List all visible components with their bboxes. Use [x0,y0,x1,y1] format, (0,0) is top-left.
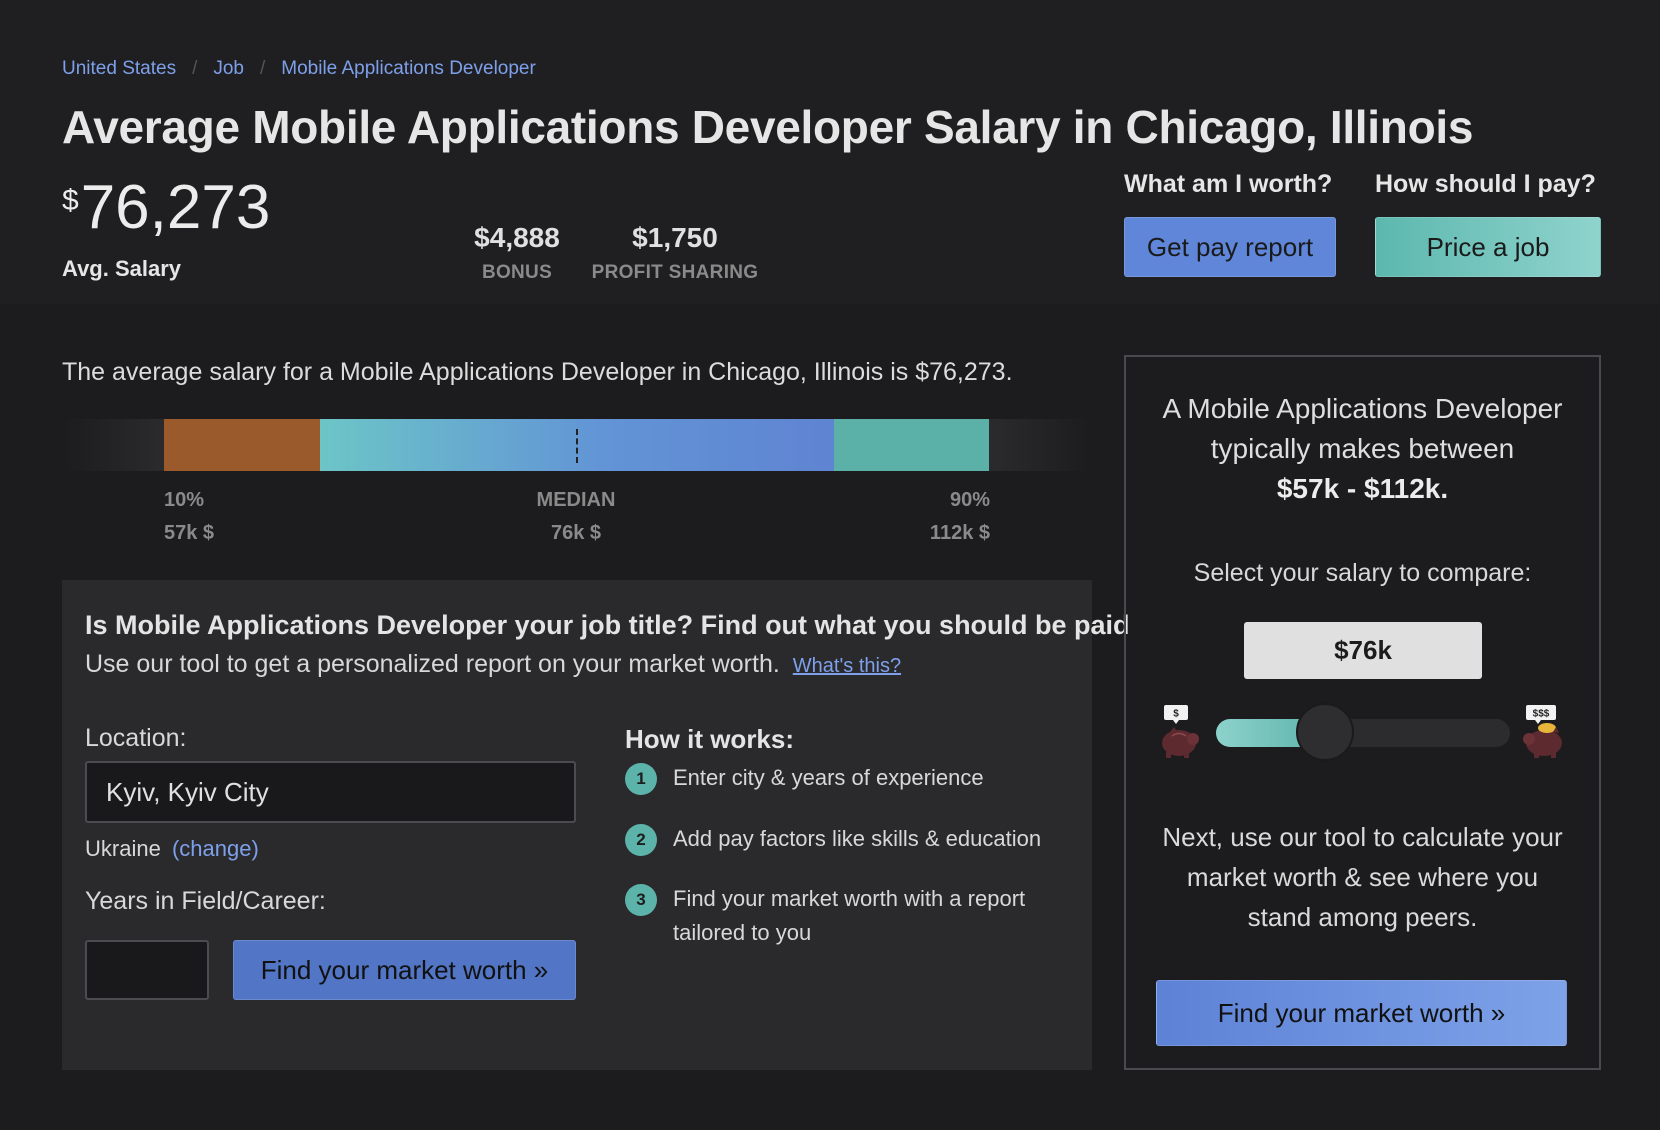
get-pay-report-button[interactable]: Get pay report [1124,217,1336,277]
how-step: 1 Enter city & years of experience [625,761,1043,795]
step-text: Find your market worth with a report tai… [673,886,1026,945]
percentile-90-value: 112k $ [929,522,990,544]
typical-range-value: $57k - $112k. [1276,473,1449,504]
worth-question: What am I worth? [1124,170,1333,198]
breadcrumb-separator: / [192,58,198,79]
step-number: 3 [625,884,657,916]
percentile-10-label: 10% [164,489,205,511]
median-label: MEDIAN [536,489,616,511]
percentile-90-label: 90% [949,489,990,511]
country-info: Ukraine (change) [85,836,259,862]
median-marker [576,429,578,463]
piggy-bank-icon: $ [1162,705,1199,758]
tool-title: Is Mobile Applications Developer your jo… [85,610,1130,640]
tool-subtitle: Use our tool to get a personalized repor… [85,650,901,679]
step-text: Add pay factors like skills & education [673,826,1042,851]
step-number: 1 [625,763,657,795]
how-step: 2 Add pay factors like skills & educatio… [625,822,1043,856]
bonus-label: BONUS [481,262,553,283]
step-number: 2 [625,824,657,856]
change-country-link[interactable]: (change) [171,836,259,861]
country-name: Ukraine [85,836,161,861]
average-salary: $76,273 [62,172,270,243]
page-title: Average Mobile Applications Developer Sa… [62,101,1474,153]
median: MEDIAN 76k $ [506,484,646,550]
find-market-worth-button[interactable]: Find your market worth » [233,940,576,1000]
next-step-text: Next, use our tool to calculate your mar… [1162,822,1563,932]
years-input[interactable] [85,940,209,1000]
profit-sharing-label: PROFIT SHARING [591,262,759,283]
pig-low-tag: $ [1173,709,1179,720]
breadcrumb-united-states[interactable]: United States [62,58,177,79]
breadcrumb-job[interactable]: Job [213,58,244,79]
whats-this-link[interactable]: What's this? [792,655,902,677]
bonus-stat: $4,888 BONUS [470,222,564,284]
salary-summary: The average salary for a Mobile Applicat… [62,358,1013,386]
salary-slider[interactable] [1216,703,1510,761]
years-label: Years in Field/Career: [85,887,326,915]
salary-slider-thumb[interactable] [1295,703,1354,761]
breadcrumb: United States / Job / Mobile Application… [62,58,536,80]
card-find-market-worth-button[interactable]: Find your market worth » [1156,980,1567,1046]
median-value: 76k $ [550,522,602,544]
pig-high-tag: $$$ [1533,709,1550,720]
currency-symbol: $ [62,184,79,217]
typical-range-text: A Mobile Applications Developer typicall… [1126,389,1599,509]
selected-salary-display: $76k [1244,622,1482,679]
salary-compare-card: A Mobile Applications Developer typicall… [1124,355,1601,1070]
average-salary-label: Avg. Salary [62,256,182,281]
percentile-10-value: 57k $ [164,522,215,544]
percentile-10: 10% 57k $ [164,484,214,550]
salary-range-bar [62,419,1092,471]
tool-subtitle-text: Use our tool to get a personalized repor… [85,650,780,678]
range-segment-high [834,419,989,471]
location-input[interactable] [85,761,576,823]
step-text: Enter city & years of experience [673,765,984,790]
typical-range-intro: A Mobile Applications Developer typicall… [1162,393,1563,464]
percentile-90: 90% 112k $ [880,484,990,550]
how-it-works-title: How it works: [625,724,795,754]
range-segment-low [164,419,320,471]
select-salary-label: Select your salary to compare: [1193,559,1532,587]
breadcrumb-job-title[interactable]: Mobile Applications Developer [281,58,536,79]
profit-sharing-value: $1,750 [632,222,718,253]
salary-header: United States / Job / Mobile Application… [0,0,1660,304]
how-step: 3 Find your market worth with a report t… [625,882,1043,950]
location-label: Location: [85,724,187,752]
profit-sharing-stat: $1,750 PROFIT SHARING [590,222,760,284]
pay-question: How should I pay? [1375,170,1596,198]
piggy-bank-full-icon: $$$ [1523,705,1562,758]
market-worth-tool: Is Mobile Applications Developer your jo… [62,580,1130,1070]
bonus-value: $4,888 [474,222,560,253]
average-salary-value: 76,273 [80,173,271,242]
price-a-job-button[interactable]: Price a job [1375,217,1601,277]
breadcrumb-separator: / [260,58,266,79]
